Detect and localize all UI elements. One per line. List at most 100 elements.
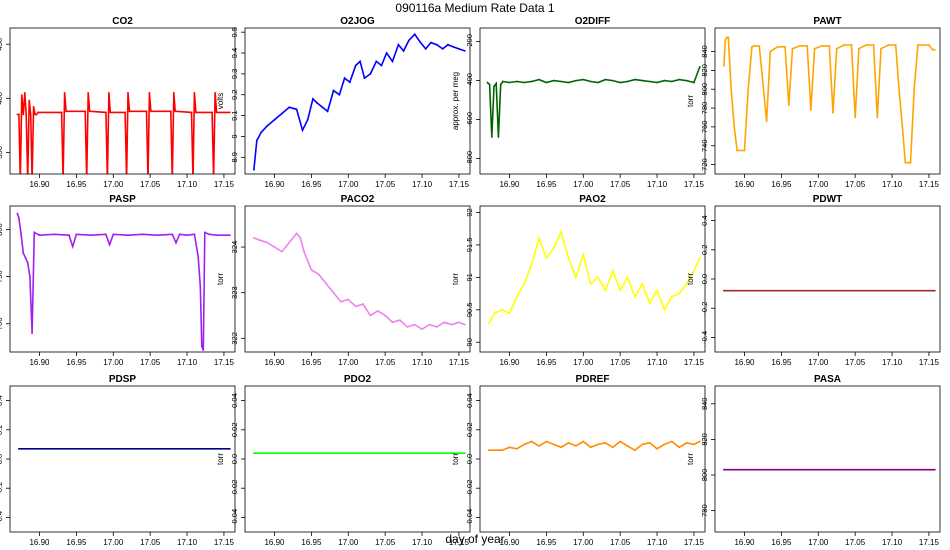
data-point [359,60,361,63]
data-point [784,45,786,48]
data-point [266,125,268,127]
data-point [18,113,20,116]
data-point [909,161,912,164]
x-tick-label: 17.05 [375,358,396,367]
data-point [810,109,812,111]
data-point [523,443,526,446]
data-point [424,48,427,50]
data-point [597,81,599,84]
data-point [619,289,622,292]
data-point [447,43,449,46]
data-point [195,111,197,114]
y-tick-label: 800 [700,83,709,96]
data-point [171,179,173,181]
chart-panel-paco2: PACO2 torr 322 323 324 16.90 16.95 17.00 17.05 17… [216,194,471,367]
x-tick-label: 17.00 [573,358,594,367]
data-point [463,452,466,455]
data-point [656,289,658,292]
x-tick-label: 17.00 [338,538,359,547]
x-tick-label: 17.10 [882,180,903,189]
data-point [406,326,409,328]
data-point [751,45,753,48]
data-point [670,80,673,83]
data-point [332,89,335,92]
x-tick-label: 17.10 [882,358,903,367]
x-tick-label: 17.00 [808,180,829,189]
x-axis-label: day of year [445,532,504,546]
data-point [273,118,276,121]
data-point [53,233,56,236]
data-series-line [488,440,701,452]
data-point [865,44,868,46]
data-point [62,179,64,181]
x-tick-label: 17.05 [140,180,161,189]
data-point [656,81,658,84]
y-tick-label: 800 [0,223,4,236]
x-tick-label: 16.90 [734,538,755,547]
data-point [171,233,174,236]
y-tick-label: 9.1 [230,110,239,120]
y-axis-label: torr [686,95,695,107]
y-tick-label: -800 [465,151,474,166]
data-point [260,131,263,134]
x-tick-label: 16.95 [771,180,792,189]
data-point [150,110,152,113]
data-point [214,92,217,94]
y-tick-label: 760 [700,121,709,134]
y-tick-label: 0.2 [700,245,709,255]
data-point [530,440,533,443]
data-point [317,273,320,276]
chart-panel-pdsp: PDSP torr -0.4 -0.2 0.0 0.2 0.4 16.90 16.95 17.00… [0,374,236,547]
y-tick-label: 800 [700,469,709,482]
data-point [208,233,211,236]
data-point [174,110,177,113]
data-point [567,257,570,259]
panel-title: CO2 [112,16,133,27]
data-point [369,73,372,75]
y-tick-label: -0.4 [700,331,709,344]
x-tick-label: 17.15 [919,358,940,367]
chart-panel-pasa: PASA torr 780 800 820 840 16.90 16.95 17.00 17.05… [686,374,941,547]
data-point [516,447,518,450]
data-point [850,44,853,46]
x-tick-label: 17.10 [177,538,198,547]
data-point [391,321,394,324]
data-point [516,80,518,83]
y-tick-label: 323 [230,286,239,299]
data-point [678,292,681,295]
data-point [933,48,936,51]
y-tick-label: 90 [465,338,474,346]
data-point [685,442,688,444]
data-point [186,234,188,237]
data-point [698,66,701,68]
x-tick-label: 16.90 [29,358,50,367]
data-point [84,110,87,113]
x-tick-label: 16.95 [301,538,322,547]
x-tick-label: 16.90 [264,180,285,189]
x-tick-label: 17.05 [845,180,866,189]
data-point [148,92,151,94]
data-point [858,47,860,50]
data-point [530,263,533,266]
data-point [316,102,319,104]
x-tick-label: 17.15 [449,538,470,547]
chart-panels: CO2approx. ppm35040045016.9016.9517.0017… [0,16,941,547]
data-point [567,442,570,444]
x-tick-label: 16.90 [734,358,755,367]
data-series-line [486,66,701,138]
plot-frame [714,205,941,353]
data-point [22,113,25,116]
data-point [126,179,128,181]
y-tick-label: 700 [0,317,4,330]
data-point [299,237,302,239]
x-tick-label: 16.95 [771,538,792,547]
data-point [145,110,148,113]
data-point [928,44,930,46]
data-point [724,39,727,42]
data-point [295,108,298,111]
data-point [693,443,695,446]
data-point [648,80,651,83]
data-point [421,328,423,331]
data-point [127,92,129,94]
x-tick-label: 17.05 [140,538,161,547]
